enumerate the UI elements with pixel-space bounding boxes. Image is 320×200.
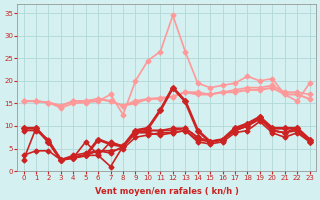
X-axis label: Vent moyen/en rafales ( kn/h ): Vent moyen/en rafales ( kn/h ) [95, 187, 238, 196]
